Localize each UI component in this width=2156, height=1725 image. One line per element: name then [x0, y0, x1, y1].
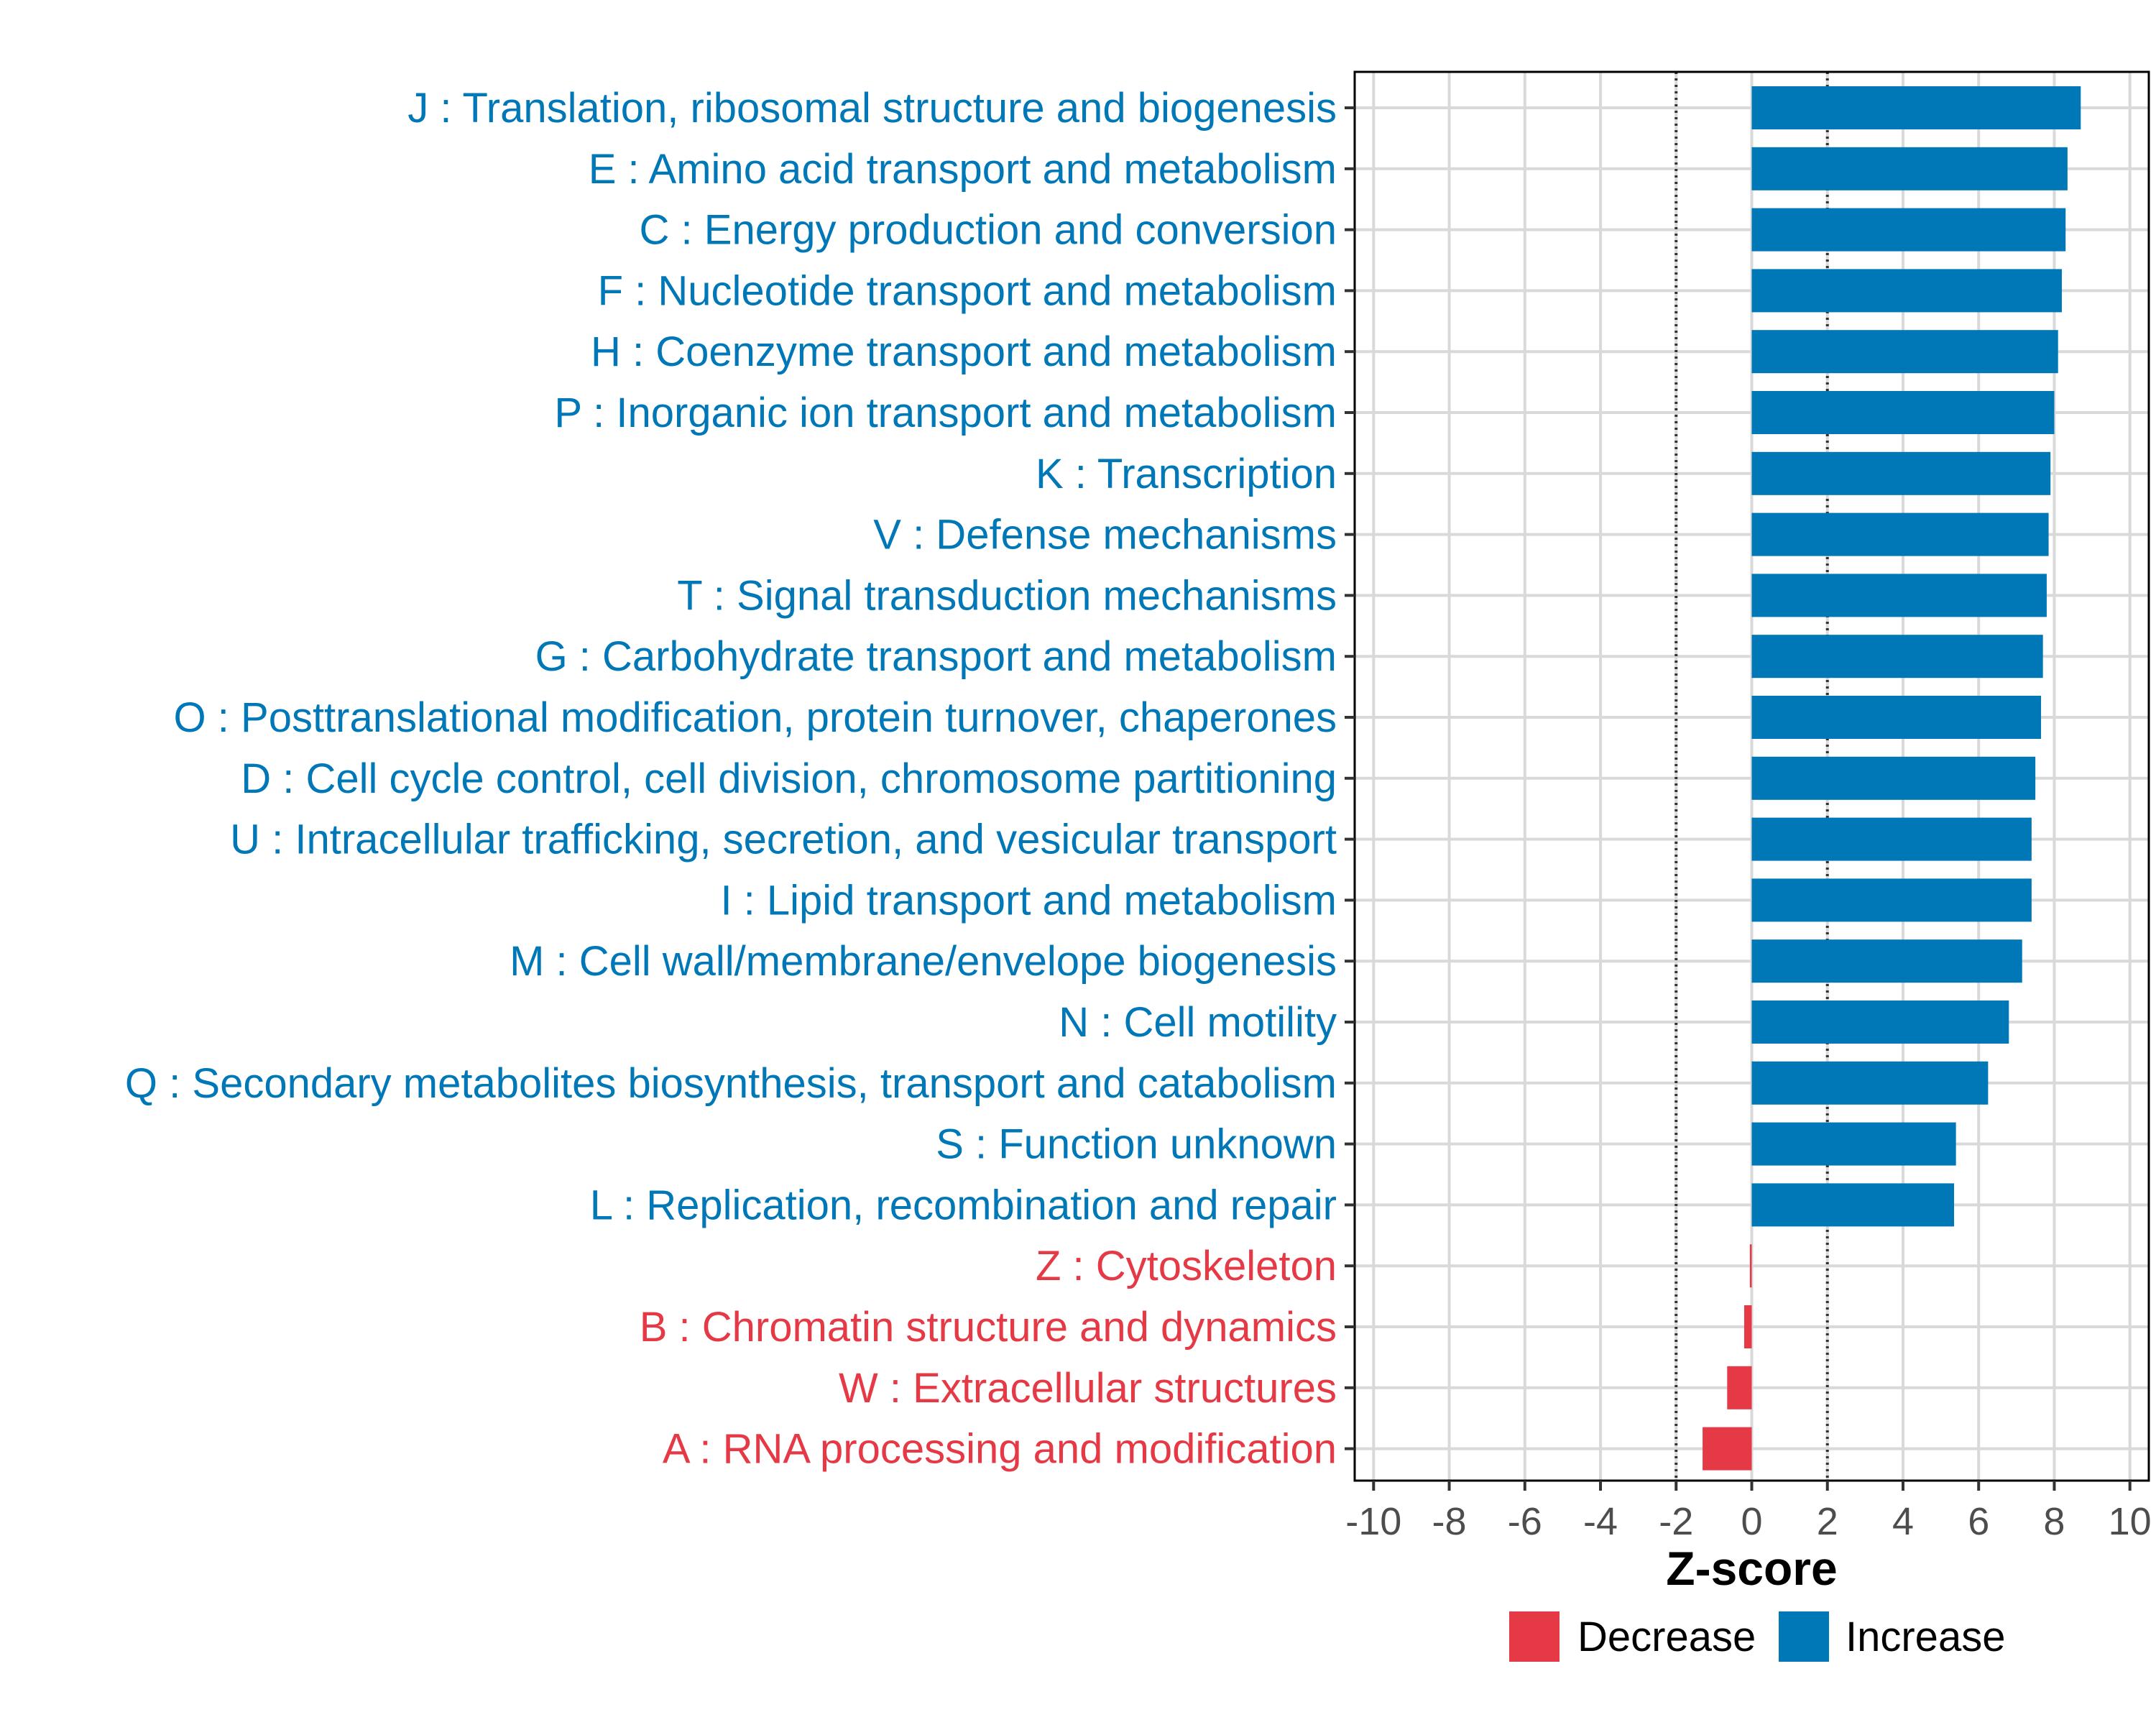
bar-h [1751, 330, 2058, 374]
category-label: L : Replication, recombination and repai… [590, 1182, 1337, 1228]
bar-g [1751, 635, 2043, 678]
x-tick-label: 6 [1968, 1500, 1989, 1543]
bar-v [1751, 512, 2049, 556]
category-label: P : Inorganic ion transport and metaboli… [554, 390, 1337, 436]
category-label: Q : Secondary metabolites biosynthesis, … [125, 1060, 1337, 1107]
category-label: U : Intracellular trafficking, secretion… [230, 816, 1337, 863]
x-tick-label: -10 [1345, 1500, 1401, 1543]
category-label: H : Coenzyme transport and metabolism [591, 328, 1337, 375]
x-tick-label: 4 [1892, 1500, 1914, 1543]
bar-d [1751, 756, 2036, 800]
category-label: B : Chromatin structure and dynamics [640, 1304, 1337, 1351]
y-axis-category-labels: J : Translation, ribosomal structure and… [125, 85, 1337, 1473]
x-tick-label: -4 [1583, 1500, 1618, 1543]
x-tick-label: 8 [2043, 1500, 2065, 1543]
x-tick-label: -6 [1508, 1500, 1542, 1543]
category-label: W : Extracellular structures [839, 1365, 1337, 1412]
category-label: O : Posttranslational modification, prot… [174, 694, 1337, 741]
x-axis-title: Z-score [1666, 1542, 1837, 1595]
legend: Decrease Increase [1509, 1611, 2005, 1662]
bar-c [1751, 208, 2066, 252]
category-label: N : Cell motility [1059, 999, 1337, 1046]
category-label: I : Lipid transport and metabolism [720, 877, 1337, 924]
bar-p [1751, 391, 2055, 434]
legend-swatch-decrease [1509, 1611, 1560, 1662]
category-label: J : Translation, ribosomal structure and… [407, 85, 1337, 132]
bar-l [1751, 1183, 1955, 1227]
bar-a [1703, 1427, 1752, 1471]
bar-k [1751, 451, 2051, 495]
category-label: K : Transcription [1036, 451, 1337, 497]
x-tick-label: -2 [1659, 1500, 1693, 1543]
bar-m [1751, 939, 2022, 983]
category-label: S : Function unknown [936, 1121, 1337, 1168]
legend-label-decrease: Decrease [1577, 1614, 1756, 1660]
x-axis-tick-labels: -10 -8 -6 -4 -2 0 2 4 6 8 10 [1345, 1500, 2151, 1543]
category-label: E : Amino acid transport and metabolism [589, 146, 1337, 193]
x-axis-ticks [1372, 1481, 2132, 1491]
category-label: F : Nucleotide transport and metabolism [598, 267, 1337, 314]
legend-label-increase: Increase [1846, 1614, 2005, 1660]
category-label: C : Energy production and conversion [640, 207, 1337, 254]
bar-j [1751, 86, 2081, 129]
bars [1703, 86, 2081, 1471]
bar-q [1751, 1061, 1989, 1105]
x-tick-label: 10 [2109, 1500, 2152, 1543]
legend-swatch-increase [1779, 1611, 1829, 1662]
bar-t [1751, 574, 2047, 617]
category-label: A : RNA processing and modification [663, 1426, 1337, 1473]
x-tick-label: 2 [1817, 1500, 1838, 1543]
category-label: D : Cell cycle control, cell division, c… [241, 755, 1337, 802]
bar-u [1751, 817, 2032, 861]
x-tick-label: 0 [1741, 1500, 1762, 1543]
bar-o [1751, 696, 2042, 739]
bar-i [1751, 878, 2032, 922]
bar-z [1749, 1244, 1752, 1288]
category-label: V : Defense mechanisms [873, 512, 1337, 558]
category-label: T : Signal transduction mechanisms [677, 572, 1337, 619]
bar-w [1727, 1366, 1752, 1409]
category-label: G : Carbohydrate transport and metabolis… [535, 633, 1337, 680]
y-axis-ticks [1345, 106, 1355, 1450]
bar-b [1743, 1305, 1752, 1348]
bar-s [1751, 1122, 1956, 1166]
bar-f [1751, 269, 2062, 313]
category-label: Z : Cytoskeleton [1036, 1243, 1337, 1289]
bar-n [1751, 1000, 2009, 1044]
category-label: M : Cell wall/membrane/envelope biogenes… [510, 938, 1337, 985]
bar-e [1751, 147, 2068, 190]
x-tick-label: -8 [1432, 1500, 1467, 1543]
